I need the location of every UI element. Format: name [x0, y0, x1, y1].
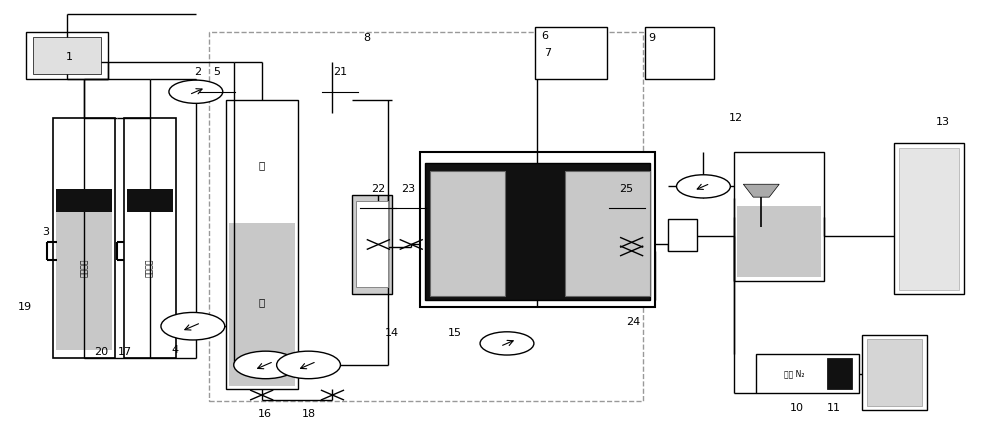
- Bar: [425, 163, 650, 301]
- Text: 24: 24: [627, 317, 641, 327]
- Bar: [124, 117, 176, 359]
- Text: 2: 2: [194, 68, 201, 78]
- Bar: [737, 182, 821, 206]
- Bar: [127, 188, 173, 212]
- Text: 气: 气: [259, 160, 265, 170]
- Text: 高压气样: 高压气样: [145, 259, 154, 278]
- Bar: [209, 32, 643, 401]
- Text: 13: 13: [936, 117, 950, 127]
- Bar: [33, 37, 101, 74]
- Bar: [53, 117, 115, 359]
- Bar: [899, 148, 959, 290]
- Circle shape: [169, 80, 223, 103]
- Bar: [535, 27, 607, 79]
- Bar: [352, 195, 392, 294]
- Bar: [756, 354, 859, 393]
- Text: 10: 10: [790, 403, 804, 413]
- Bar: [430, 171, 505, 296]
- Text: 11: 11: [827, 403, 841, 413]
- Text: 15: 15: [448, 328, 462, 338]
- Text: 1: 1: [66, 52, 73, 62]
- Text: 25: 25: [620, 184, 634, 194]
- Bar: [356, 201, 388, 288]
- Circle shape: [677, 175, 730, 198]
- Text: 3: 3: [42, 226, 49, 236]
- Text: 高压 N₂: 高压 N₂: [784, 369, 804, 378]
- Text: 19: 19: [18, 302, 32, 312]
- Text: 8: 8: [363, 33, 370, 43]
- Text: 高压水样: 高压水样: [80, 259, 89, 278]
- Polygon shape: [743, 184, 779, 197]
- Text: 21: 21: [333, 68, 348, 78]
- Text: 23: 23: [401, 184, 415, 194]
- Bar: [867, 339, 922, 406]
- Bar: [229, 223, 295, 386]
- Text: 17: 17: [118, 347, 132, 357]
- Text: 18: 18: [301, 410, 316, 420]
- Bar: [827, 358, 852, 389]
- Bar: [862, 335, 927, 410]
- Text: 16: 16: [258, 410, 272, 420]
- Circle shape: [277, 351, 340, 379]
- Bar: [26, 32, 108, 79]
- Text: 水: 水: [259, 297, 265, 307]
- Circle shape: [234, 351, 298, 379]
- Bar: [226, 100, 298, 388]
- Bar: [894, 143, 964, 294]
- Text: 7: 7: [544, 48, 551, 58]
- Text: 6: 6: [541, 31, 548, 41]
- Text: 9: 9: [648, 33, 655, 43]
- Bar: [734, 152, 824, 281]
- Text: 12: 12: [729, 113, 743, 123]
- Bar: [668, 219, 697, 251]
- Text: 20: 20: [94, 347, 108, 357]
- Circle shape: [480, 332, 534, 355]
- Bar: [565, 171, 650, 296]
- Text: 14: 14: [385, 328, 399, 338]
- Text: 4: 4: [171, 345, 178, 355]
- Bar: [645, 27, 714, 79]
- Text: 22: 22: [371, 184, 385, 194]
- Circle shape: [161, 313, 225, 340]
- Bar: [420, 152, 655, 307]
- Bar: [56, 188, 112, 212]
- Bar: [737, 182, 821, 277]
- Bar: [56, 212, 112, 350]
- Text: 5: 5: [213, 68, 220, 78]
